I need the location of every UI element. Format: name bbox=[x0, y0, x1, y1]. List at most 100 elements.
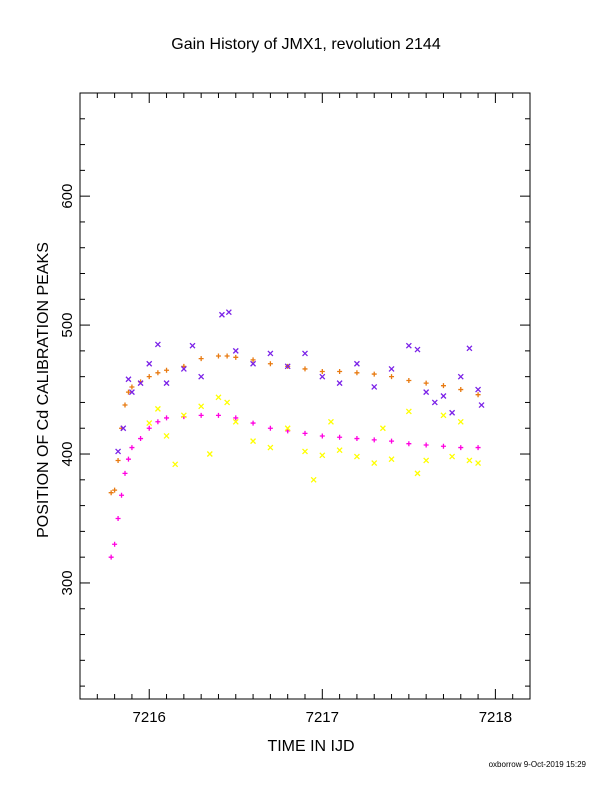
data-point bbox=[250, 357, 256, 363]
data-point bbox=[371, 437, 377, 443]
data-point bbox=[440, 393, 447, 399]
data-point bbox=[225, 309, 232, 316]
data-point bbox=[457, 373, 464, 380]
data-point bbox=[198, 412, 204, 418]
data-marks bbox=[108, 309, 485, 560]
y-tick-label: 300 bbox=[59, 570, 76, 595]
data-point bbox=[458, 387, 464, 393]
data-point bbox=[440, 412, 447, 419]
data-point bbox=[129, 384, 135, 390]
data-point bbox=[154, 341, 161, 348]
credit-stamp: oxborrow 9-Oct-2019 15:29 bbox=[488, 760, 586, 769]
data-point bbox=[302, 448, 308, 455]
data-point bbox=[414, 470, 421, 477]
data-point bbox=[155, 370, 161, 376]
data-point bbox=[146, 374, 152, 380]
data-point bbox=[457, 418, 464, 425]
y-axis-label: POSITION OF Cd CALIBRATION PEAKS bbox=[35, 242, 52, 538]
data-point bbox=[233, 415, 239, 421]
data-point bbox=[336, 380, 343, 387]
data-point bbox=[122, 470, 128, 476]
data-point bbox=[466, 457, 473, 464]
data-point bbox=[137, 380, 144, 387]
data-point bbox=[198, 356, 204, 362]
data-point bbox=[475, 392, 481, 398]
data-point bbox=[250, 438, 257, 445]
data-point bbox=[389, 438, 395, 444]
data-point bbox=[233, 354, 239, 360]
data-point bbox=[406, 378, 412, 384]
data-point bbox=[319, 433, 325, 439]
data-point bbox=[206, 451, 213, 457]
data-point bbox=[112, 487, 118, 493]
data-point bbox=[423, 389, 430, 396]
data-point bbox=[122, 402, 128, 408]
data-point bbox=[112, 541, 118, 547]
y-tick-label: 400 bbox=[59, 442, 76, 467]
data-point bbox=[475, 460, 482, 467]
data-point bbox=[371, 384, 378, 390]
data-point bbox=[478, 402, 485, 408]
data-point bbox=[232, 347, 239, 354]
data-point bbox=[423, 442, 429, 448]
data-point bbox=[302, 430, 308, 436]
data-point bbox=[389, 374, 395, 380]
data-point bbox=[371, 371, 377, 377]
data-point bbox=[414, 346, 421, 353]
data-point bbox=[319, 452, 326, 459]
data-point bbox=[302, 350, 308, 357]
data-point bbox=[138, 436, 144, 442]
data-point bbox=[115, 515, 121, 521]
data-point bbox=[319, 373, 326, 380]
x-tick-label: 7218 bbox=[479, 709, 512, 726]
data-point bbox=[336, 447, 343, 454]
data-point bbox=[475, 445, 481, 451]
data-point bbox=[354, 370, 360, 376]
plot-frame bbox=[79, 92, 531, 700]
data-point bbox=[440, 383, 446, 389]
x-tick-label: 7217 bbox=[306, 709, 339, 726]
data-point bbox=[405, 342, 412, 349]
data-point bbox=[163, 433, 170, 439]
data-point bbox=[115, 457, 121, 463]
axis-ticks bbox=[79, 92, 531, 699]
data-point bbox=[215, 353, 221, 359]
data-point bbox=[250, 360, 257, 367]
data-point bbox=[250, 420, 256, 426]
data-point bbox=[125, 376, 132, 383]
data-point bbox=[125, 456, 131, 462]
data-point bbox=[405, 408, 412, 415]
data-point bbox=[379, 425, 386, 432]
data-point bbox=[284, 425, 291, 432]
data-point bbox=[115, 448, 122, 455]
data-point bbox=[198, 373, 205, 380]
data-point bbox=[337, 434, 343, 440]
data-point bbox=[406, 441, 412, 447]
data-point bbox=[466, 345, 473, 352]
data-point bbox=[120, 425, 127, 432]
data-point bbox=[129, 445, 135, 451]
data-point bbox=[215, 412, 221, 418]
x-axis-label: TIME IN IJD bbox=[267, 738, 355, 755]
data-point bbox=[267, 350, 274, 357]
data-point bbox=[164, 415, 170, 421]
chart-title: Gain History of JMX1, revolution 2144 bbox=[171, 36, 441, 53]
data-point bbox=[267, 425, 273, 431]
data-point bbox=[423, 380, 429, 386]
data-point bbox=[388, 365, 395, 372]
data-point bbox=[218, 311, 225, 318]
y-tick-label: 500 bbox=[59, 313, 76, 338]
data-point bbox=[155, 419, 161, 425]
data-point bbox=[353, 453, 360, 460]
tick-labels: 300 400 500 600 7216 7217 7218 bbox=[59, 184, 512, 726]
data-point bbox=[310, 476, 317, 483]
data-point bbox=[371, 460, 378, 467]
data-point bbox=[189, 342, 196, 349]
data-point bbox=[353, 360, 360, 367]
data-point bbox=[164, 367, 170, 373]
data-point bbox=[449, 453, 456, 460]
data-point bbox=[154, 405, 161, 412]
y-tick-label: 600 bbox=[59, 184, 76, 209]
data-point bbox=[224, 353, 230, 359]
